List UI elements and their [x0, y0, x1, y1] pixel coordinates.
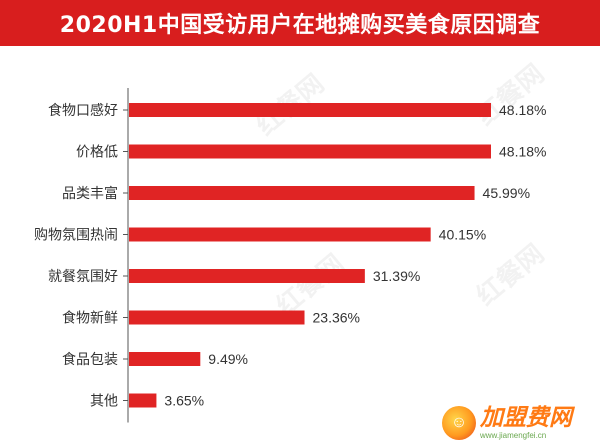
category-label: 品类丰富	[62, 185, 118, 202]
bar	[129, 269, 365, 283]
chart-title: 2020H1中国受访用户在地摊购买美食原因调查	[59, 13, 541, 38]
bar-chart: 食物口感好 48.18% 价格低 48.18% 品类丰富 45.99% 购物氛围热闹 40.1…	[34, 88, 546, 423]
value-label: 31.39%	[373, 268, 420, 284]
title-bar: 2020H1中国受访用户在地摊购买美食原因调查	[0, 0, 600, 46]
value-label: 48.18%	[499, 102, 546, 118]
logo-name: 加盟费网	[480, 404, 572, 431]
bar	[129, 310, 305, 325]
bar	[129, 103, 491, 117]
bar	[129, 393, 157, 408]
category-label: 就餐氛围好	[48, 269, 118, 285]
category-label: 食物新鲜	[62, 310, 118, 327]
value-label: 9.49%	[208, 351, 248, 367]
value-label: 40.15%	[439, 227, 486, 243]
category-label: 购物氛围热闹	[34, 228, 118, 244]
category-label: 其他	[90, 394, 118, 410]
bar	[129, 144, 491, 159]
value-label: 48.18%	[499, 144, 546, 160]
value-label: 45.99%	[483, 185, 530, 201]
category-label: 食物口感好	[48, 102, 118, 119]
bar	[129, 186, 475, 200]
value-label: 23.36%	[313, 310, 360, 326]
logo-url: www.jiamengfei.cn	[480, 430, 547, 440]
logo-mark-icon: ☺	[442, 406, 476, 440]
category-label: 价格低	[76, 145, 118, 161]
bar	[129, 227, 431, 242]
site-logo: ☺ 加盟费网 www.jiamengfei.cn	[442, 403, 592, 443]
bar	[129, 352, 201, 366]
value-label: 3.65%	[164, 393, 204, 409]
category-label: 食品包装	[62, 351, 118, 368]
